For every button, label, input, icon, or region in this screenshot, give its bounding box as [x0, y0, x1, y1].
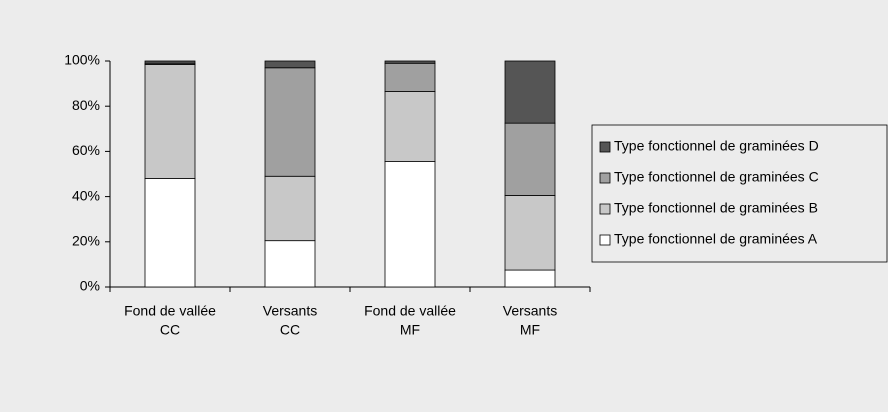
bar-segment: [144, 178, 196, 288]
x-tick-label: CC: [280, 322, 300, 338]
x-tick-label: MF: [520, 322, 540, 338]
bar-segment: [504, 122, 556, 196]
x-tick-label: Fond de vallée: [124, 303, 216, 319]
y-tick-label: 60%: [72, 142, 100, 158]
x-tick-label: Versants: [503, 303, 557, 319]
x-tick-label: MF: [400, 322, 420, 338]
x-tick-label: Versants: [263, 303, 317, 319]
y-tick-label: 40%: [72, 187, 100, 203]
legend-label: Type fonctionnel de graminées D: [614, 138, 819, 154]
y-tick-label: 0%: [80, 278, 100, 294]
bar-segment: [384, 62, 436, 92]
y-tick-label: 20%: [72, 233, 100, 249]
legend-swatch: [599, 203, 611, 215]
y-tick-label: 100%: [64, 52, 100, 68]
bar-segment: [504, 195, 556, 271]
bar-segment: [264, 175, 316, 242]
bar-segment: [264, 67, 316, 177]
legend-swatch: [599, 141, 611, 153]
legend-label: Type fonctionnel de graminées B: [614, 200, 818, 216]
x-tick-label: CC: [160, 322, 180, 338]
bar-segment: [264, 240, 316, 288]
legend-swatch: [599, 234, 611, 246]
legend-label: Type fonctionnel de graminées C: [614, 169, 819, 185]
bar-segment: [144, 60, 196, 64]
bar-segment: [384, 60, 436, 64]
y-tick-label: 80%: [72, 97, 100, 113]
bar-segment: [504, 269, 556, 288]
legend-label: Type fonctionnel de graminées A: [614, 231, 818, 247]
bar-segment: [504, 60, 556, 124]
legend-swatch: [599, 172, 611, 184]
x-tick-label: Fond de vallée: [364, 303, 456, 319]
bar-segment: [264, 60, 316, 69]
bar-segment: [144, 63, 196, 179]
bar-segment: [384, 161, 436, 288]
bar-segment: [384, 91, 436, 162]
legend-box: [591, 124, 888, 263]
